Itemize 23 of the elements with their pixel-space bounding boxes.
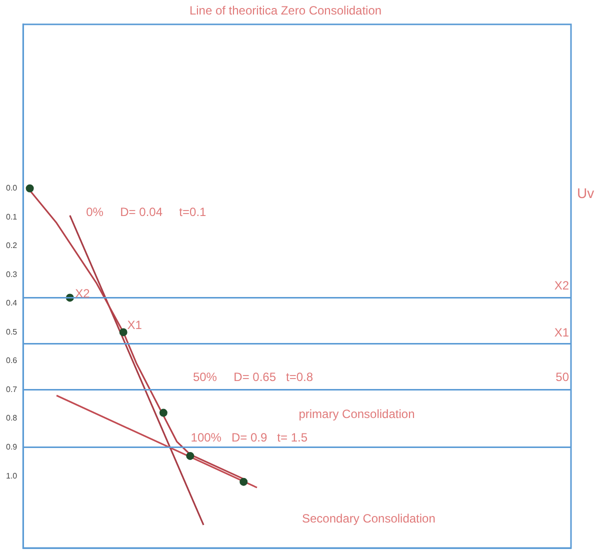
y-tick-label: 0.6 [6,356,18,366]
y-tick-label: 0.5 [6,327,18,336]
y-tick-label: 0.4 [6,298,18,308]
y-tick-label: 0.7 [6,384,18,394]
annotation: X1 [554,326,570,340]
chart-title: Line of theoritica Zero Consolidation [189,4,382,18]
y-tick-label: 0.0 [6,184,18,193]
annotation: 50 [556,370,570,384]
annotation: X1 [127,318,142,332]
y-tick-label: 0.9 [6,442,18,452]
annotation: 50% D= 0.65 t=0.8 [192,370,314,384]
annotation: primary Consolidation [298,406,415,421]
annotation: 0% D= 0.04 t=0.1 [86,205,207,220]
y-tick-label: 0.3 [6,270,18,279]
y-axis-title: Uv [577,185,594,202]
annotation: X2 [554,278,570,293]
y-tick-label: 0.8 [6,414,18,423]
annotation: X2 [75,286,90,300]
y-tick-label: 1.0 [6,471,18,480]
y-tick-label: 0.1 [6,212,18,222]
annotation: Secondary Consolidation [302,512,436,526]
annotation: 100% D= 0.9 t= 1.5 [190,430,308,444]
y-tick-label: 0.2 [6,241,18,250]
